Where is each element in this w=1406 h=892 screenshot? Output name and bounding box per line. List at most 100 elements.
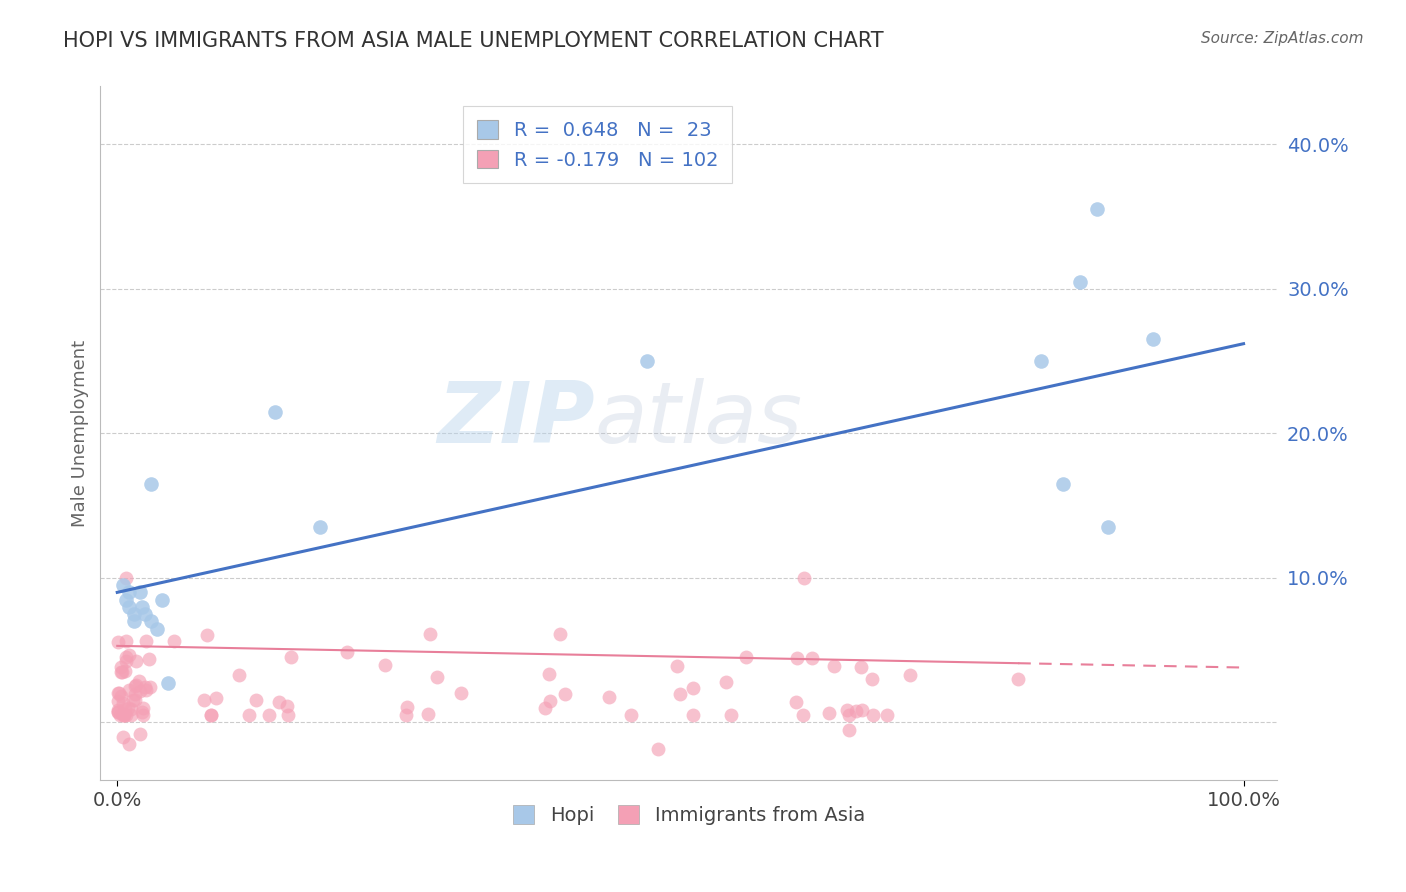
Point: [419, 627, 441, 641]
Point: [898, 667, 921, 681]
Point: [111, 578, 134, 592]
Point: [336, 645, 359, 659]
Point: [548, 627, 571, 641]
Point: [129, 684, 152, 698]
Point: [108, 686, 131, 700]
Point: [823, 658, 845, 673]
Point: [735, 649, 758, 664]
Point: [117, 585, 139, 599]
Point: [619, 708, 641, 723]
Point: [122, 693, 145, 707]
Point: [124, 687, 146, 701]
Point: [416, 706, 439, 721]
Point: [426, 670, 449, 684]
Point: [818, 706, 841, 720]
Text: HOPI VS IMMIGRANTS FROM ASIA MALE UNEMPLOYMENT CORRELATION CHART: HOPI VS IMMIGRANTS FROM ASIA MALE UNEMPL…: [63, 31, 884, 51]
Point: [598, 690, 620, 704]
Point: [107, 694, 129, 708]
Point: [134, 607, 156, 621]
Point: [107, 706, 129, 720]
Point: [115, 633, 138, 648]
Point: [800, 650, 823, 665]
Point: [682, 681, 704, 695]
Point: [117, 737, 139, 751]
Point: [139, 614, 162, 628]
Point: [115, 654, 138, 668]
Point: [115, 571, 138, 585]
Point: [122, 614, 145, 628]
Point: [245, 693, 267, 707]
Point: [395, 708, 418, 723]
Point: [128, 727, 150, 741]
Point: [110, 665, 132, 679]
Y-axis label: Male Unemployment: Male Unemployment: [72, 340, 89, 527]
Point: [110, 690, 132, 704]
Point: [277, 708, 299, 723]
Point: [636, 354, 658, 368]
Point: [309, 520, 332, 534]
Point: [1052, 477, 1074, 491]
Point: [835, 703, 858, 717]
Point: [139, 477, 162, 491]
Point: [114, 664, 136, 678]
Point: [115, 592, 138, 607]
Point: [396, 699, 419, 714]
Point: [682, 707, 704, 722]
Point: [128, 673, 150, 688]
Point: [204, 690, 226, 705]
Point: [111, 708, 134, 723]
Point: [124, 679, 146, 693]
Point: [107, 705, 129, 719]
Point: [135, 682, 157, 697]
Point: [193, 693, 215, 707]
Point: [264, 404, 287, 418]
Point: [120, 708, 142, 723]
Point: [117, 599, 139, 614]
Point: [647, 741, 669, 756]
Point: [665, 658, 688, 673]
Point: [134, 680, 156, 694]
Point: [792, 708, 814, 723]
Point: [538, 694, 561, 708]
Point: [276, 699, 298, 714]
Point: [669, 687, 692, 701]
Point: [108, 708, 131, 723]
Point: [115, 650, 138, 665]
Legend: Hopi, Immigrants from Asia: Hopi, Immigrants from Asia: [505, 797, 873, 833]
Point: [785, 695, 807, 709]
Point: [107, 686, 129, 700]
Point: [118, 682, 141, 697]
Point: [876, 708, 898, 723]
Text: ZIP: ZIP: [437, 378, 595, 461]
Point: [132, 701, 155, 715]
Point: [114, 702, 136, 716]
Point: [554, 687, 576, 701]
Point: [450, 685, 472, 699]
Point: [125, 654, 148, 668]
Point: [1085, 202, 1108, 217]
Point: [838, 723, 860, 737]
Point: [238, 708, 260, 723]
Point: [132, 708, 155, 723]
Point: [195, 628, 218, 642]
Point: [111, 730, 134, 744]
Point: [112, 708, 135, 723]
Point: [537, 666, 560, 681]
Point: [862, 708, 884, 723]
Point: [115, 708, 138, 723]
Point: [1142, 332, 1164, 346]
Point: [128, 585, 150, 599]
Point: [280, 650, 302, 665]
Point: [1069, 275, 1091, 289]
Point: [112, 708, 135, 723]
Point: [107, 635, 129, 649]
Point: [107, 703, 129, 717]
Point: [1097, 520, 1119, 534]
Point: [228, 668, 250, 682]
Point: [131, 705, 153, 719]
Point: [124, 693, 146, 707]
Point: [139, 680, 162, 694]
Point: [131, 599, 153, 614]
Point: [200, 708, 222, 723]
Point: [845, 704, 868, 718]
